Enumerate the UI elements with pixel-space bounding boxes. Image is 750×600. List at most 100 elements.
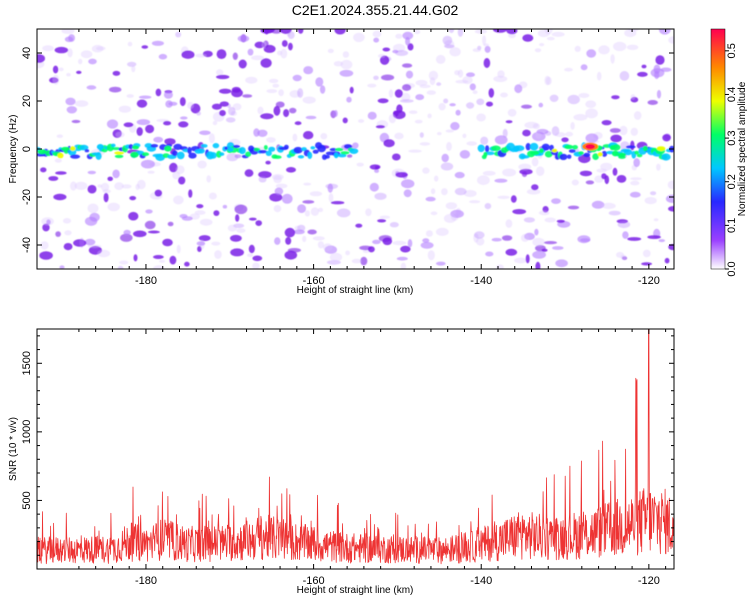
heatmap-cell xyxy=(58,67,64,72)
heatmap-cell xyxy=(346,96,352,103)
heatmap-cell xyxy=(40,167,47,173)
heatmap-cell xyxy=(446,141,452,151)
heatmap-cell xyxy=(199,218,213,226)
heatmap-cell xyxy=(309,191,323,197)
heatmap-cell xyxy=(360,256,368,266)
heatmap-cell xyxy=(231,88,243,98)
heatmap-cell xyxy=(395,172,408,178)
heatmap-cell xyxy=(616,175,627,183)
heatmap-cell xyxy=(59,265,65,269)
heatmap-cell xyxy=(399,99,414,103)
heatmap-cell xyxy=(238,59,247,69)
heatmap-cell xyxy=(408,110,418,114)
heatmap-cell xyxy=(84,149,90,153)
heatmap-cell xyxy=(626,44,639,50)
heatmap-cell xyxy=(66,73,71,77)
heatmap-cell xyxy=(57,152,64,159)
heatmap-cell xyxy=(585,180,595,185)
heatmap-cell xyxy=(274,237,281,245)
heatmap-cell xyxy=(188,152,197,159)
heatmap-cell xyxy=(352,142,359,149)
heatmap-cell xyxy=(388,89,394,98)
heatmap-cell xyxy=(297,88,304,98)
heatmap-cell xyxy=(222,204,228,209)
heatmap-cell xyxy=(145,209,153,214)
heatmap-cell xyxy=(647,100,658,105)
heatmap-cell xyxy=(389,222,399,228)
heatmap-cell xyxy=(437,132,442,136)
heatmap-cell xyxy=(628,29,639,32)
heatmap-cell xyxy=(287,31,295,39)
heatmap-cell xyxy=(95,151,102,160)
heatmap-cell xyxy=(396,256,408,261)
heatmap-cell xyxy=(427,113,432,119)
heatmap-cell xyxy=(546,36,555,41)
heatmap-cell xyxy=(634,150,640,155)
heatmap-cell xyxy=(388,113,396,124)
x-tick-label: -160 xyxy=(303,575,325,587)
heatmap-cell xyxy=(302,96,316,104)
heatmap-cell xyxy=(482,170,496,176)
heatmap-cell xyxy=(280,48,288,59)
heatmap-cell xyxy=(493,75,508,83)
heatmap-cell xyxy=(535,132,542,139)
heatmap-cell xyxy=(145,124,155,134)
heatmap-cell xyxy=(200,144,208,148)
heatmap-cell xyxy=(96,144,104,150)
heatmap-cell xyxy=(469,200,481,204)
heatmap-cell xyxy=(620,141,630,151)
heatmap-cell xyxy=(578,93,590,98)
heatmap-cell xyxy=(107,202,120,212)
heatmap-cell xyxy=(335,147,344,152)
heatmap-cell xyxy=(147,230,160,234)
heatmap-cell xyxy=(601,150,608,157)
heatmap-cell xyxy=(630,127,638,136)
heatmap-cell xyxy=(419,142,431,146)
heatmap-cell xyxy=(585,100,597,108)
heatmap-cell xyxy=(667,180,674,190)
heatmap-cell xyxy=(374,192,387,200)
heatmap-cell xyxy=(594,175,604,183)
heatmap-cell xyxy=(466,72,475,77)
heatmap-cell xyxy=(483,58,491,68)
heatmap-cell xyxy=(346,154,353,158)
heatmap-cell xyxy=(619,125,628,136)
heatmap-cell xyxy=(158,53,168,60)
heatmap-cell xyxy=(173,195,184,205)
heatmap-cell xyxy=(136,99,148,108)
heatmap-cell xyxy=(260,113,274,120)
heatmap-cell xyxy=(403,189,412,198)
heatmap-cell xyxy=(609,128,621,133)
heatmap-cell xyxy=(196,111,202,116)
heatmap-cell xyxy=(485,151,495,156)
heatmap-cell xyxy=(630,180,640,186)
heatmap-cell xyxy=(273,105,281,116)
heatmap-cell xyxy=(505,219,513,228)
heatmap-cell xyxy=(61,146,70,151)
heatmap-cell xyxy=(238,147,246,155)
heatmap-cell xyxy=(496,264,504,269)
colorbar: 0.0 0.1 0.2 0.3 0.4 0.5 Normalized spectral a… xyxy=(710,28,748,277)
heatmap-cell xyxy=(340,151,350,155)
heatmap-cell xyxy=(596,71,602,81)
heatmap-cell xyxy=(494,135,508,145)
heatmap-cell xyxy=(269,193,283,202)
heatmap-cell xyxy=(197,148,205,154)
heatmap-cell xyxy=(327,48,334,54)
heatmap-cell xyxy=(441,188,448,196)
heatmap-cell xyxy=(613,41,627,52)
heatmap-cell xyxy=(596,168,607,173)
heatmap-cell xyxy=(219,110,226,117)
heatmap-cell xyxy=(121,184,132,189)
heatmap-cell xyxy=(534,228,539,236)
heatmap-cell xyxy=(339,69,354,77)
heatmap-cell xyxy=(448,29,455,34)
heatmap-cell xyxy=(630,94,636,100)
heatmap-cell xyxy=(216,49,227,59)
heatmap-cell xyxy=(578,151,584,155)
heatmap-cell xyxy=(329,148,337,152)
x-tick-label: -180 xyxy=(135,575,157,587)
heatmap-cell xyxy=(536,166,545,176)
heatmap-cell xyxy=(378,235,392,242)
heatmap-cell xyxy=(485,251,494,257)
